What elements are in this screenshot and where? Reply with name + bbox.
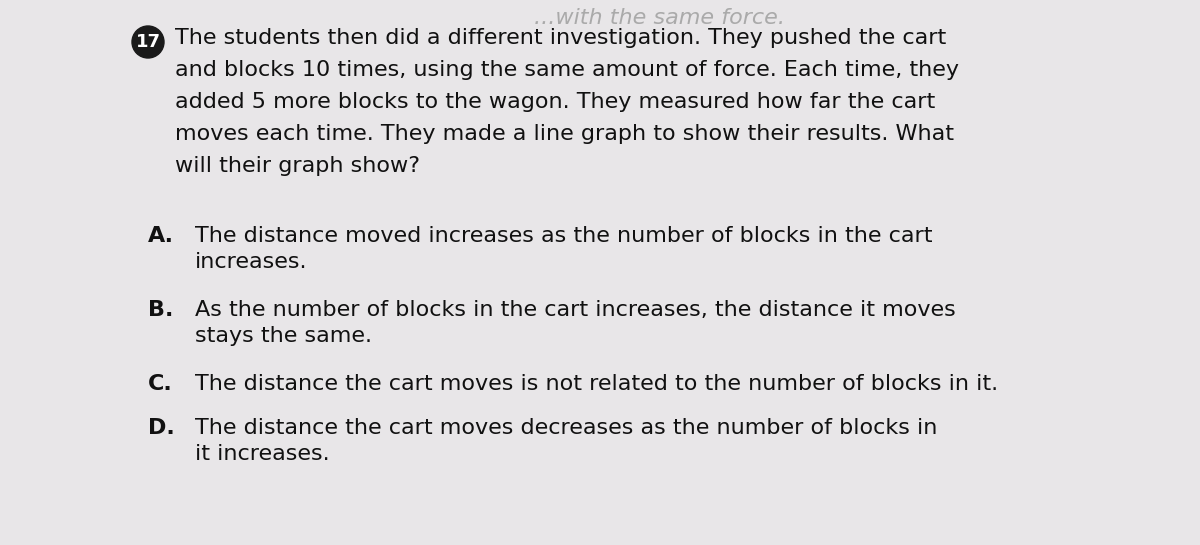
- Text: A.: A.: [148, 226, 174, 246]
- Text: D.: D.: [148, 418, 175, 438]
- Text: The distance moved increases as the number of blocks in the cart
increases.: The distance moved increases as the numb…: [194, 226, 932, 272]
- Text: ...with the same force.: ...with the same force.: [534, 8, 786, 28]
- Text: will their graph show?: will their graph show?: [175, 156, 420, 176]
- Circle shape: [132, 26, 164, 58]
- Text: The students then did a different investigation. They pushed the cart: The students then did a different invest…: [175, 28, 947, 48]
- Text: The distance the cart moves decreases as the number of blocks in
it increases.: The distance the cart moves decreases as…: [194, 418, 937, 464]
- Text: moves each time. They made a line graph to show their results. What: moves each time. They made a line graph …: [175, 124, 954, 144]
- Text: B.: B.: [148, 300, 173, 320]
- Text: The distance the cart moves is not related to the number of blocks in it.: The distance the cart moves is not relat…: [194, 374, 998, 394]
- Text: As the number of blocks in the cart increases, the distance it moves
stays the s: As the number of blocks in the cart incr…: [194, 300, 955, 347]
- Text: and blocks 10 times, using the same amount of force. Each time, they: and blocks 10 times, using the same amou…: [175, 60, 959, 80]
- Text: added 5 more blocks to the wagon. They measured how far the cart: added 5 more blocks to the wagon. They m…: [175, 92, 935, 112]
- Text: C.: C.: [148, 374, 173, 394]
- Text: 17: 17: [136, 33, 161, 51]
